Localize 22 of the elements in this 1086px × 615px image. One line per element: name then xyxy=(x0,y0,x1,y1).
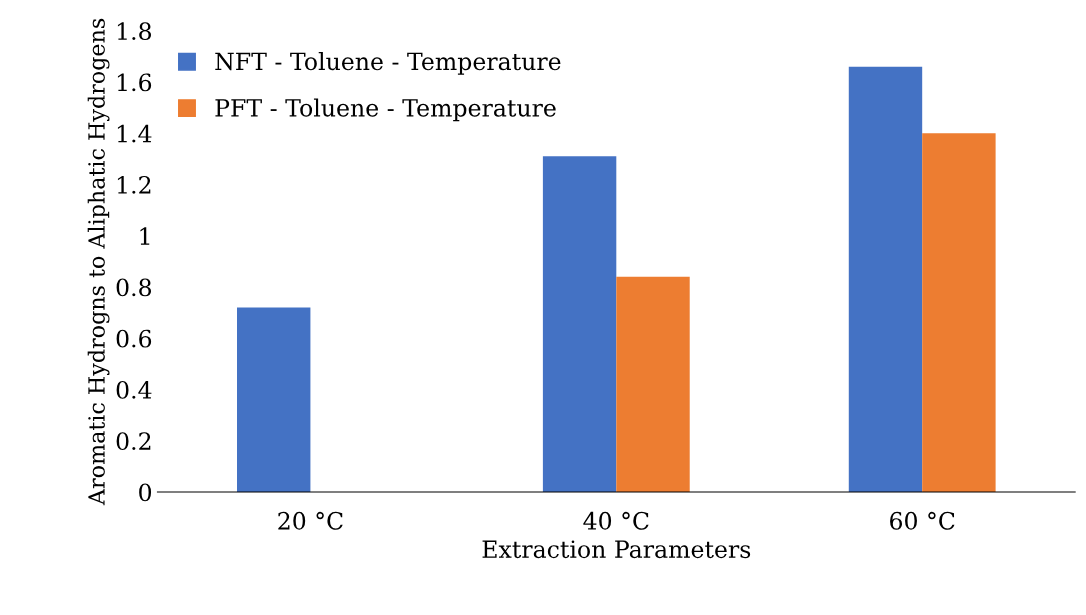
y-tick-label: 1.8 xyxy=(117,22,152,41)
bar xyxy=(922,133,996,492)
legend-label: PFT - Toluene - Temperature xyxy=(215,98,556,122)
y-tick-label: 0.2 xyxy=(116,432,151,451)
x-axis-title: Extraction Parameters xyxy=(482,540,751,559)
y-tick-label: 1.4 xyxy=(117,124,152,143)
bar xyxy=(848,66,923,492)
x-tick-label: 20 °C xyxy=(278,511,343,530)
bar xyxy=(616,276,690,492)
y-tick-label: 0.4 xyxy=(116,380,152,399)
y-tick-label: 0 xyxy=(139,483,152,502)
y-tick-label: 1.2 xyxy=(117,175,151,194)
y-tick-label: 0.8 xyxy=(116,278,152,297)
legend-label: NFT - Toluene - Temperature xyxy=(215,52,561,75)
y-axis-title: Aromatic Hydrogns to Aliphatic Hydrogens xyxy=(87,18,110,506)
y-tick-label: 0.6 xyxy=(116,329,152,348)
y-tick-label: 1 xyxy=(140,227,150,245)
bar xyxy=(542,156,617,492)
x-tick-label: 40 °C xyxy=(583,511,649,530)
x-tick-label: 60 °C xyxy=(890,511,955,530)
y-tick-label: 1.6 xyxy=(117,73,152,92)
bar xyxy=(237,307,311,492)
